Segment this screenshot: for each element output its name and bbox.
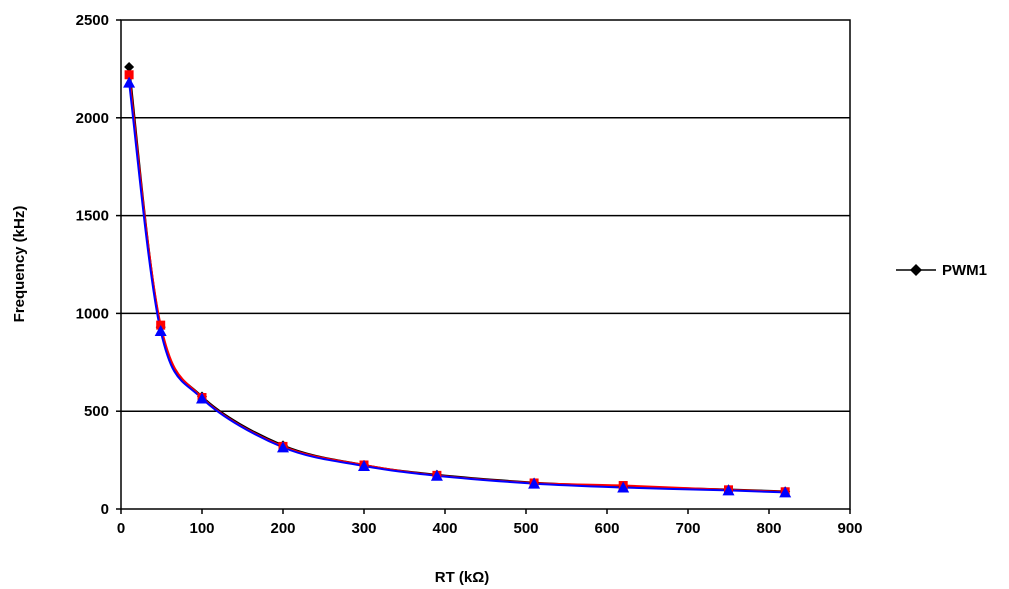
x-tick-label: 700 xyxy=(675,520,700,537)
data-point-series-2 xyxy=(123,76,136,88)
y-tick-label: 2500 xyxy=(76,12,109,29)
legend-label-pwm1: PWM1 xyxy=(942,262,987,279)
series-group xyxy=(123,61,792,498)
x-tick-label: 800 xyxy=(756,520,781,537)
y-axis-ticks: 0 500 1000 1500 2000 2500 xyxy=(76,12,121,518)
x-tick-label: 600 xyxy=(594,520,619,537)
y-tick-label: 1500 xyxy=(76,208,109,225)
plot-area-frame xyxy=(120,19,851,510)
legend: PWM1 xyxy=(896,262,987,279)
data-point-series-2 xyxy=(277,441,289,453)
y-tick-label: 1000 xyxy=(76,305,109,322)
data-point-series-2 xyxy=(430,469,443,481)
x-tick-label: 300 xyxy=(351,520,376,537)
data-point-series-1 xyxy=(124,70,134,80)
x-tick-label: 200 xyxy=(270,520,295,537)
x-tick-label: 400 xyxy=(432,520,457,537)
y-tick-label: 2000 xyxy=(76,110,109,127)
legend-marker-pwm1 xyxy=(910,264,922,276)
y-tick-label: 500 xyxy=(84,403,109,420)
series-line-2 xyxy=(128,82,786,494)
x-tick-label: 0 xyxy=(117,520,125,537)
data-point-series-2 xyxy=(779,486,792,498)
data-point-series-2 xyxy=(358,459,370,471)
data-point-series-2 xyxy=(196,392,208,404)
data-point-series-0 xyxy=(124,61,135,72)
data-point-series-2 xyxy=(617,481,630,493)
x-tick-label: 500 xyxy=(513,520,538,537)
x-tick-label: 100 xyxy=(189,520,214,537)
series-line-0 xyxy=(128,66,786,493)
x-axis-title: RT (kΩ) xyxy=(435,569,490,586)
series-line-1 xyxy=(128,74,786,493)
x-axis-ticks: 0 100 200 300 400 500 600 700 800 900 xyxy=(117,509,863,537)
x-tick-label: 900 xyxy=(837,520,862,537)
data-point-series-2 xyxy=(722,484,735,496)
data-point-series-2 xyxy=(528,477,541,489)
y-tick-label: 0 xyxy=(101,501,109,518)
data-point-series-2 xyxy=(154,325,167,337)
y-axis-title: Frequency (kHz) xyxy=(11,206,28,323)
gridlines xyxy=(121,117,850,412)
